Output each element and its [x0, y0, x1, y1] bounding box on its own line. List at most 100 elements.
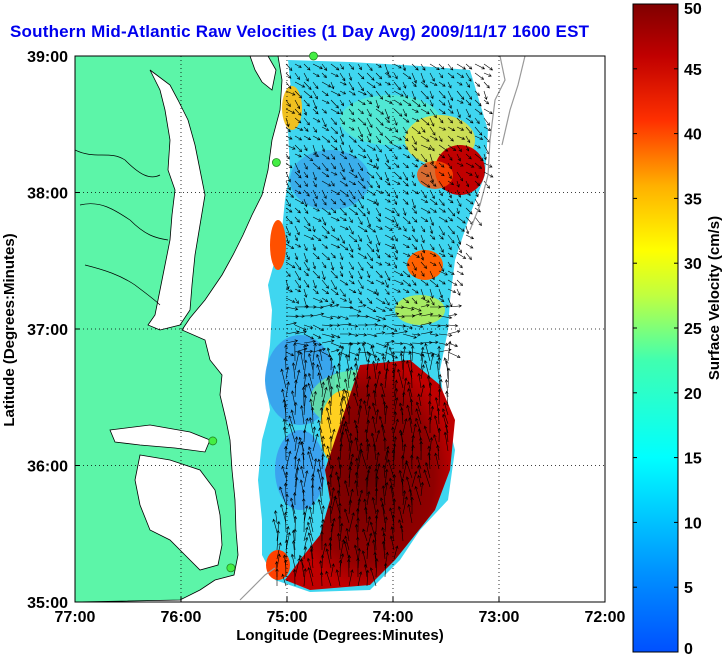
velocity-arrow: [303, 198, 308, 208]
velocity-arrow: [308, 416, 314, 434]
velocity-arrow: [285, 234, 290, 245]
velocity-arrow: [291, 390, 296, 407]
velocity-arrow: [312, 180, 317, 188]
velocity-arrow: [420, 353, 425, 371]
velocity-arrow: [294, 314, 305, 318]
velocity-arrow: [366, 72, 375, 81]
velocity-arrow: [375, 297, 386, 305]
velocity-arrow: [411, 225, 415, 233]
velocity-arrow: [402, 496, 408, 515]
velocity-arrow: [339, 431, 345, 452]
velocity-arrow: [429, 340, 439, 345]
velocity-arrow: [303, 234, 315, 240]
velocity-arrow: [402, 135, 409, 142]
velocity-arrow: [447, 126, 456, 131]
pamlico-sound: [134, 454, 223, 571]
velocity-arrow: [303, 180, 308, 188]
velocity-arrow: [366, 297, 373, 304]
velocity-arrow: [375, 153, 380, 162]
velocity-arrow: [411, 171, 415, 179]
velocity-arrow: [294, 144, 303, 153]
velocity-arrow: [443, 401, 449, 416]
velocity-arrow: [348, 453, 354, 470]
velocity-arrow: [456, 90, 465, 100]
velocity-arrow: [424, 359, 431, 380]
velocity-arrow: [365, 438, 369, 452]
velocity-arrow: [420, 364, 425, 380]
velocity-arrow: [344, 428, 350, 443]
velocity-arrow: [366, 171, 375, 179]
velocity-arrow: [339, 63, 344, 70]
velocity-arrow: [344, 420, 350, 434]
velocity-arrow: [411, 198, 416, 209]
velocity-arrow: [357, 135, 364, 142]
velocity-arrow: [411, 216, 418, 223]
velocity-arrow: [382, 532, 386, 551]
velocity-arrow: [420, 99, 427, 107]
velocity-arrow: [311, 501, 316, 515]
velocity-arrow: [281, 388, 287, 407]
velocity-arrow: [393, 189, 398, 199]
velocity-arrow: [366, 252, 374, 262]
velocity-arrow: [354, 479, 359, 497]
velocity-arrow: [330, 365, 336, 380]
velocity-arrow: [429, 72, 435, 82]
velocity-arrow: [447, 323, 459, 328]
velocity-arrow: [357, 234, 362, 242]
velocity-arrow: [357, 489, 363, 506]
velocity-arrow: [339, 252, 344, 261]
velocity-arrow: [429, 324, 441, 328]
velocity-arrow: [399, 524, 404, 542]
velocity-arrow: [348, 366, 353, 380]
velocity-arrow: [285, 63, 293, 72]
velocity-arrow: [339, 415, 346, 434]
velocity-arrow: [329, 356, 334, 371]
velocity-arrow: [294, 72, 301, 81]
velocity-arrow: [411, 135, 417, 145]
velocity-arrow: [420, 346, 425, 362]
velocity-arrow: [384, 225, 393, 231]
velocity-arrow: [348, 135, 357, 143]
velocity-arrow: [429, 135, 438, 141]
velocity-arrow: [375, 306, 386, 312]
velocity-arrow: [348, 90, 356, 96]
velocity-arrow: [384, 449, 390, 470]
velocity-arrow: [384, 252, 391, 258]
velocity-arrow: [319, 407, 324, 425]
velocity-arrow: [402, 198, 409, 205]
velocity-arrow: [294, 330, 307, 335]
velocity-arrow: [283, 356, 288, 371]
velocity-arrow: [402, 81, 407, 89]
velocity-arrow: [438, 279, 446, 285]
velocity-arrow: [456, 144, 462, 153]
velocity-arrow: [402, 443, 407, 461]
velocity-arrow: [447, 162, 452, 170]
velocity-arrow: [456, 252, 467, 259]
velocity-arrow: [281, 573, 287, 587]
velocity-arrow: [393, 117, 398, 126]
velocity-arrow: [303, 117, 310, 126]
velocity-arrow: [321, 243, 329, 249]
velocity-arrow: [338, 559, 343, 578]
velocity-arrow: [282, 426, 287, 443]
velocity-arrow: [366, 216, 372, 228]
velocity-arrow: [303, 546, 308, 560]
velocity-arrow: [339, 162, 345, 173]
velocity-arrow: [393, 252, 398, 261]
velocity-arrow: [285, 180, 291, 191]
velocity-arrow: [402, 180, 409, 187]
velocity-arrow: [371, 402, 377, 416]
velocity-arrow: [330, 198, 337, 205]
velocity-arrow: [483, 99, 490, 105]
velocity-arrow: [365, 569, 370, 587]
velocity-arrow: [383, 437, 387, 452]
velocity-arrow: [339, 153, 348, 160]
velocity-arrow: [309, 548, 314, 569]
velocity-arrow: [384, 351, 399, 359]
velocity-arrow: [294, 270, 301, 281]
velocity-arrow: [447, 171, 452, 180]
velocity-arrow: [391, 449, 396, 470]
velocity-arrow: [429, 405, 434, 425]
velocity-arrow: [438, 162, 445, 168]
velocity-arrow: [402, 243, 410, 248]
